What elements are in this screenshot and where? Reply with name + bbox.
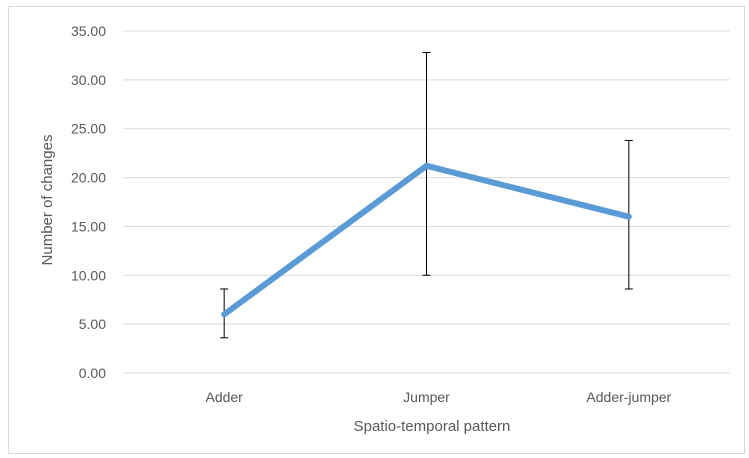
y-axis-title: Number of changes	[39, 135, 56, 266]
y-tick-label: 25.00	[71, 121, 106, 137]
x-tick-label: Jumper	[403, 389, 450, 405]
y-tick-label: 35.00	[71, 23, 106, 39]
y-tick-label: 30.00	[71, 72, 106, 88]
x-tick-labels: Adder Jumper Adder-jumper	[205, 389, 671, 405]
x-tick-label: Adder-jumper	[586, 389, 671, 405]
chart-frame	[8, 6, 745, 454]
error-bars	[220, 51, 633, 339]
data-point	[426, 165, 427, 167]
x-tick-label: Adder	[205, 389, 243, 405]
y-tick-label: 0.00	[79, 365, 106, 381]
y-tick-label: 10.00	[71, 267, 106, 283]
y-tick-labels: 0.00 5.00 10.00 15.00 20.00 25.00 30.00 35.00	[71, 23, 106, 381]
series-lines	[221, 162, 632, 318]
y-tick-label: 20.00	[71, 170, 106, 186]
data-point	[223, 313, 225, 315]
y-tick-label: 15.00	[71, 218, 106, 234]
x-axis-title: Spatio-temporal pattern	[354, 418, 511, 435]
data-point	[628, 216, 630, 218]
y-tick-label: 5.00	[79, 316, 106, 332]
